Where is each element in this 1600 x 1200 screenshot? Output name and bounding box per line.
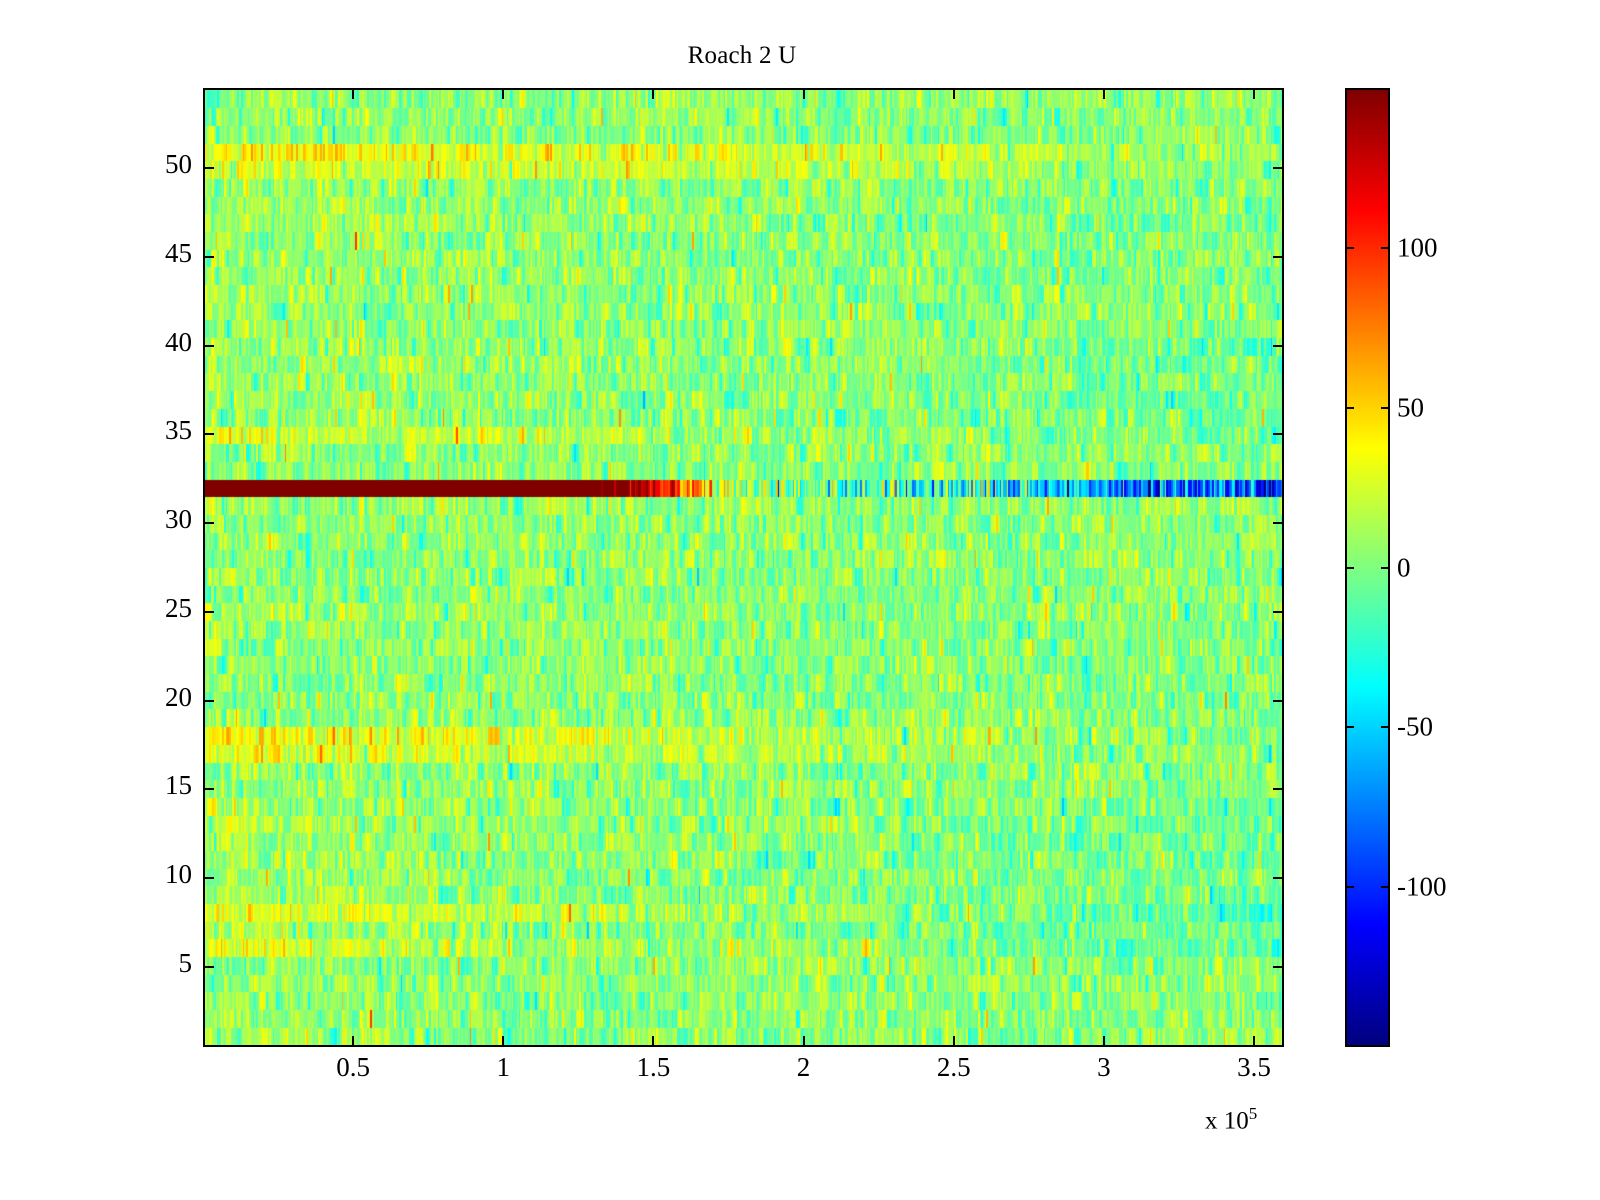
x-axis-tick-top <box>1102 88 1105 99</box>
heatmap-plot-area[interactable] <box>203 88 1284 1047</box>
y-axis-tick <box>203 433 214 436</box>
y-axis-tick <box>203 699 214 702</box>
y-axis-tick-right <box>1273 788 1284 791</box>
x-axis-exponent-base: x 10 <box>1205 1107 1249 1135</box>
y-axis-tick-right <box>1273 966 1284 969</box>
y-axis-tick-label: 10 <box>165 859 192 890</box>
colorbar-tick-right <box>1381 886 1390 889</box>
y-axis-tick-label: 45 <box>165 237 192 268</box>
colorbar-tick-label: 50 <box>1397 392 1424 423</box>
colorbar-tick <box>1345 246 1354 249</box>
y-axis-tick-right <box>1273 166 1284 169</box>
y-axis-tick-label: 50 <box>165 148 192 179</box>
x-axis-tick <box>652 1036 655 1047</box>
y-axis-tick <box>203 966 214 969</box>
x-axis-tick <box>952 1036 955 1047</box>
y-axis-tick-right <box>1273 344 1284 347</box>
x-axis-tick-label: 3 <box>1097 1052 1111 1082</box>
y-axis-tick-right <box>1273 522 1284 525</box>
colorbar-tick-right <box>1381 406 1390 409</box>
chart-title: Roach 2 U <box>687 42 797 69</box>
x-axis-tick-label: 2 <box>796 1052 811 1082</box>
y-axis-tick <box>203 522 214 525</box>
x-axis-tick-top <box>502 88 505 99</box>
y-axis-tick-label: 25 <box>165 592 192 623</box>
x-axis-tick-label: 2.5 <box>936 1052 971 1082</box>
x-axis-tick-label: 1.5 <box>636 1052 671 1082</box>
x-axis-tick-top <box>352 88 355 99</box>
x-axis-tick <box>802 1036 805 1047</box>
x-axis-exponent-label: x 105 <box>1205 1104 1257 1135</box>
x-axis-tick-top <box>652 88 655 99</box>
colorbar-tick <box>1345 566 1354 569</box>
y-axis-tick-right <box>1273 699 1284 702</box>
colorbar-tick <box>1345 886 1354 889</box>
colorbar-tick-right <box>1381 566 1390 569</box>
y-axis-tick <box>203 610 214 613</box>
x-axis-tick <box>502 1036 505 1047</box>
y-axis-tick <box>203 166 214 169</box>
y-axis-tick-label: 20 <box>165 681 192 712</box>
x-axis-tick-label: 1 <box>496 1052 511 1082</box>
x-axis-tick-top <box>1252 88 1255 99</box>
y-axis-tick-label: 40 <box>165 326 192 357</box>
x-axis-tick-top <box>952 88 955 99</box>
y-axis-tick-label: 35 <box>165 415 192 446</box>
x-axis-tick-top <box>802 88 805 99</box>
y-axis-tick <box>203 344 214 347</box>
colorbar-tick <box>1345 406 1354 409</box>
x-axis-tick <box>352 1036 355 1047</box>
x-axis-tick <box>1252 1036 1255 1047</box>
y-axis-tick-label: 5 <box>178 948 193 979</box>
y-axis-tick-right <box>1273 433 1284 436</box>
colorbar-tick-label: -100 <box>1397 871 1447 902</box>
x-axis-tick <box>1102 1036 1105 1047</box>
colorbar-tick-label: 0 <box>1397 552 1411 582</box>
colorbar-tick-label: 100 <box>1397 232 1438 263</box>
y-axis-tick <box>203 877 214 880</box>
y-axis-tick-right <box>1273 610 1284 613</box>
heatmap-image[interactable] <box>205 90 1282 1045</box>
y-axis-tick-right <box>1273 255 1284 258</box>
colorbar-tick-right <box>1381 726 1390 729</box>
x-axis-tick-label: 0.5 <box>336 1052 370 1082</box>
x-axis-exponent-power: 5 <box>1248 1104 1258 1123</box>
y-axis-tick-label: 15 <box>165 770 192 801</box>
colorbar-tick-label: -50 <box>1397 711 1433 742</box>
y-axis-tick-label: 30 <box>165 504 192 535</box>
colorbar-tick <box>1345 726 1354 729</box>
colorbar-tick-labels: -100 -50 0 50 100 <box>1345 88 1505 1047</box>
x-axis-tick-labels: 0.5 1 1.5 2 2.5 3 3.5 <box>203 1052 1284 1092</box>
colorbar-tick-right <box>1381 246 1390 249</box>
y-axis-tick <box>203 788 214 791</box>
y-axis-tick <box>203 255 214 258</box>
y-axis-tick-right <box>1273 877 1284 880</box>
y-axis-tick-labels: 5 10 15 20 25 30 35 40 45 50 <box>110 88 192 1047</box>
x-axis-tick-label: 3.5 <box>1237 1052 1271 1082</box>
